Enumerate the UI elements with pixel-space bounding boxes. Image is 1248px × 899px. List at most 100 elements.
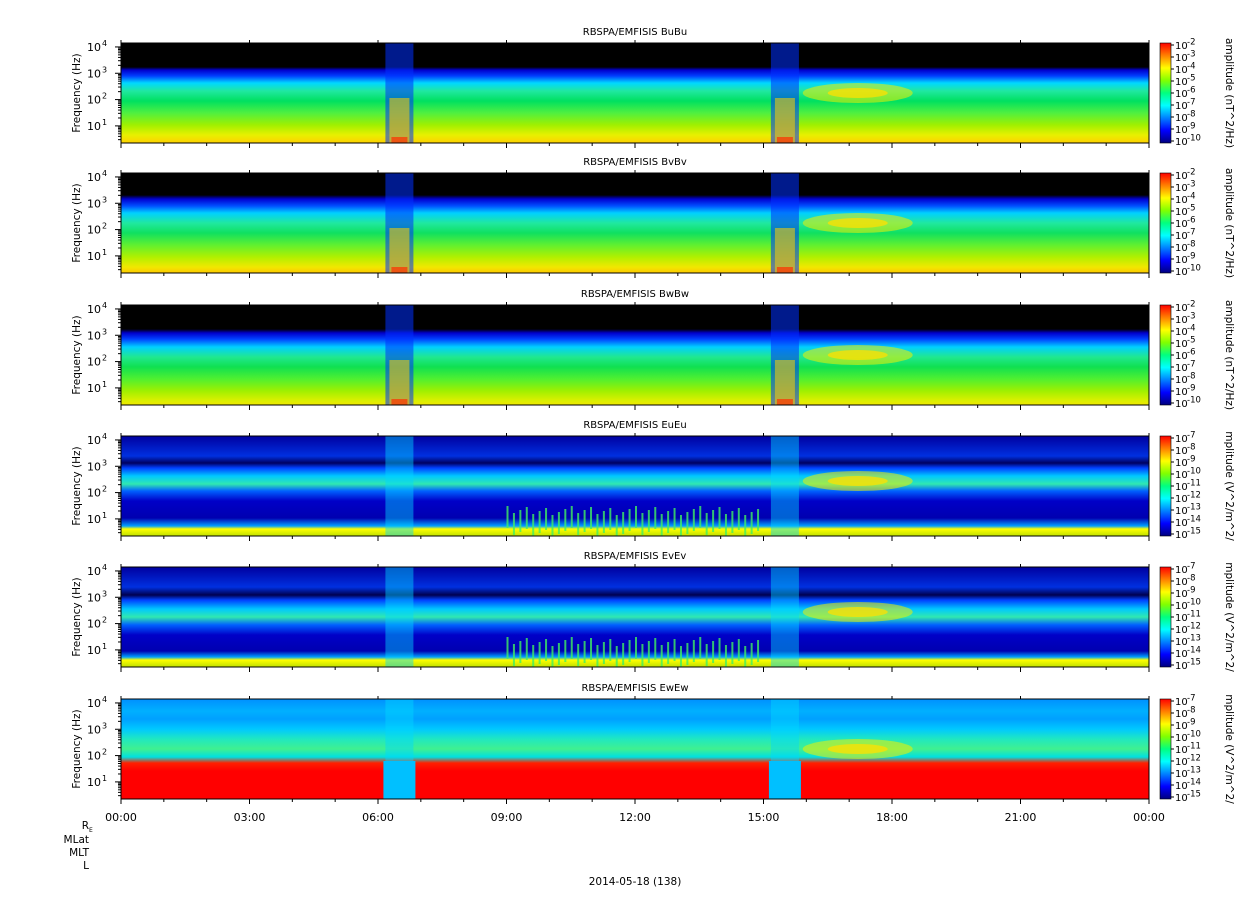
x-tick-label: 00:00 (1133, 811, 1165, 824)
spectrogram-image (121, 699, 1149, 799)
y-tick-label: 10 (87, 120, 101, 133)
colorbar-tick-exponent: -8 (1187, 372, 1195, 382)
colorbar-tick-exponent: -10 (1187, 264, 1201, 274)
colorbar-tick-label: 10 (1175, 113, 1188, 124)
colorbar-tick-exponent: -13 (1187, 766, 1201, 776)
y-axis-label: Frequency (Hz) (71, 577, 83, 656)
spectrogram-features (385, 173, 913, 273)
y-tick-exponent: 3 (102, 721, 107, 730)
colorbar-tick-label: 10 (1175, 327, 1188, 338)
colorbar-tick-exponent: -7 (1187, 431, 1195, 441)
colorbar-tick-label: 10 (1175, 577, 1188, 588)
colorbar-tick-label: 10 (1175, 65, 1188, 76)
panel-title: RBSPA/EMFISIS EvEv (584, 551, 687, 562)
colorbar-tick-label: 10 (1175, 721, 1188, 732)
colorbar-tick-label: 10 (1175, 137, 1188, 148)
panel-title: RBSPA/EMFISIS EwEw (581, 683, 688, 694)
colorbar-tick-label: 10 (1175, 195, 1188, 206)
y-tick-label: 10 (87, 644, 101, 657)
ephemeris-subscript: E (89, 827, 93, 834)
y-tick-exponent: 1 (102, 511, 107, 520)
colorbar-tick-label: 10 (1175, 125, 1188, 136)
spectrogram-image (121, 173, 1149, 273)
colorbar-tick-exponent: -9 (1187, 122, 1195, 132)
colorbar-tick-label: 10 (1175, 219, 1188, 230)
colorbar-tick-exponent: -6 (1187, 216, 1195, 226)
panel-title: RBSPA/EMFISIS BvBv (583, 157, 687, 168)
y-tick-exponent: 2 (102, 354, 107, 363)
colorbar-tick-exponent: -8 (1187, 240, 1195, 250)
spectrogram-features (383, 699, 913, 799)
colorbar-label: amplitude (nT^2/Hz) (1223, 300, 1235, 410)
y-tick-exponent: 3 (102, 458, 107, 467)
colorbar-tick-exponent: -3 (1187, 50, 1195, 60)
y-tick-label: 10 (87, 513, 101, 526)
y-tick-label: 10 (87, 697, 101, 710)
y-tick-exponent: 4 (102, 563, 107, 572)
colorbar-tick-label: 10 (1175, 649, 1188, 660)
y-tick-label: 10 (87, 723, 101, 736)
colorbar-tick-label: 10 (1175, 255, 1188, 266)
colorbar-tick-exponent: -7 (1187, 228, 1195, 238)
colorbar-tick-label: 10 (1175, 709, 1188, 720)
y-tick-label: 10 (87, 356, 101, 369)
colorbar-tick-label: 10 (1175, 458, 1188, 469)
x-tick-label: 03:00 (234, 811, 266, 824)
colorbar-tick-exponent: -10 (1187, 396, 1201, 406)
date-label: 2014-05-18 (138) (589, 876, 682, 888)
colorbar-tick-label: 10 (1175, 565, 1188, 576)
colorbar-tick-exponent: -2 (1187, 38, 1195, 48)
colorbar-tick-exponent: -7 (1187, 562, 1195, 572)
colorbar-tick-exponent: -9 (1187, 252, 1195, 262)
colorbar-tick-exponent: -14 (1187, 646, 1201, 656)
colorbar-tick-label: 10 (1175, 375, 1188, 386)
colorbar-tick-label: 10 (1175, 745, 1188, 756)
y-tick-exponent: 1 (102, 118, 107, 127)
colorbar-tick-label: 10 (1175, 183, 1188, 194)
y-tick-exponent: 4 (102, 39, 107, 48)
y-tick-label: 10 (87, 224, 101, 237)
colorbar-tick-exponent: -12 (1187, 754, 1201, 764)
y-tick-exponent: 4 (102, 169, 107, 178)
colorbar-tick-exponent: -4 (1187, 324, 1195, 334)
x-tick-label: 00:00 (105, 811, 137, 824)
colorbar-tick-exponent: -13 (1187, 503, 1201, 513)
colorbar-tick-exponent: -14 (1187, 778, 1201, 788)
y-tick-label: 10 (87, 434, 101, 447)
colorbar-tick-label: 10 (1175, 101, 1188, 112)
y-tick-exponent: 4 (102, 301, 107, 310)
colorbar-tick-label: 10 (1175, 625, 1188, 636)
spectrogram-image (121, 43, 1149, 143)
colorbar-tick-label: 10 (1175, 41, 1188, 52)
ephemeris-label: MLT (69, 847, 89, 859)
colorbar-tick-exponent: -9 (1187, 455, 1195, 465)
colorbar-tick-exponent: -3 (1187, 312, 1195, 322)
y-tick-label: 10 (87, 776, 101, 789)
colorbar-tick-label: 10 (1175, 530, 1188, 541)
colorbar-tick-label: 10 (1175, 231, 1188, 242)
colorbar-tick-exponent: -11 (1187, 742, 1201, 752)
colorbar-tick-label: 10 (1175, 53, 1188, 64)
y-tick-label: 10 (87, 329, 101, 342)
colorbar-tick-label: 10 (1175, 637, 1188, 648)
colorbar-tick-exponent: -11 (1187, 610, 1201, 620)
colorbar-tick-label: 10 (1175, 589, 1188, 600)
panel-title: RBSPA/EMFISIS BwBw (581, 289, 689, 300)
colorbar-tick-exponent: -7 (1187, 360, 1195, 370)
y-tick-exponent: 1 (102, 380, 107, 389)
colorbar-tick-exponent: -3 (1187, 180, 1195, 190)
y-tick-exponent: 1 (102, 642, 107, 651)
colorbar-tick-exponent: -9 (1187, 384, 1195, 394)
colorbar-tick-label: 10 (1175, 243, 1188, 254)
colorbar-tick-exponent: -5 (1187, 74, 1195, 84)
x-tick-label: 12:00 (619, 811, 651, 824)
colorbar-tick-exponent: -10 (1187, 730, 1201, 740)
y-tick-exponent: 4 (102, 695, 107, 704)
y-tick-exponent: 3 (102, 589, 107, 598)
colorbar-tick-label: 10 (1175, 697, 1188, 708)
colorbar-tick-label: 10 (1175, 315, 1188, 326)
colorbar-tick-exponent: -8 (1187, 443, 1195, 453)
